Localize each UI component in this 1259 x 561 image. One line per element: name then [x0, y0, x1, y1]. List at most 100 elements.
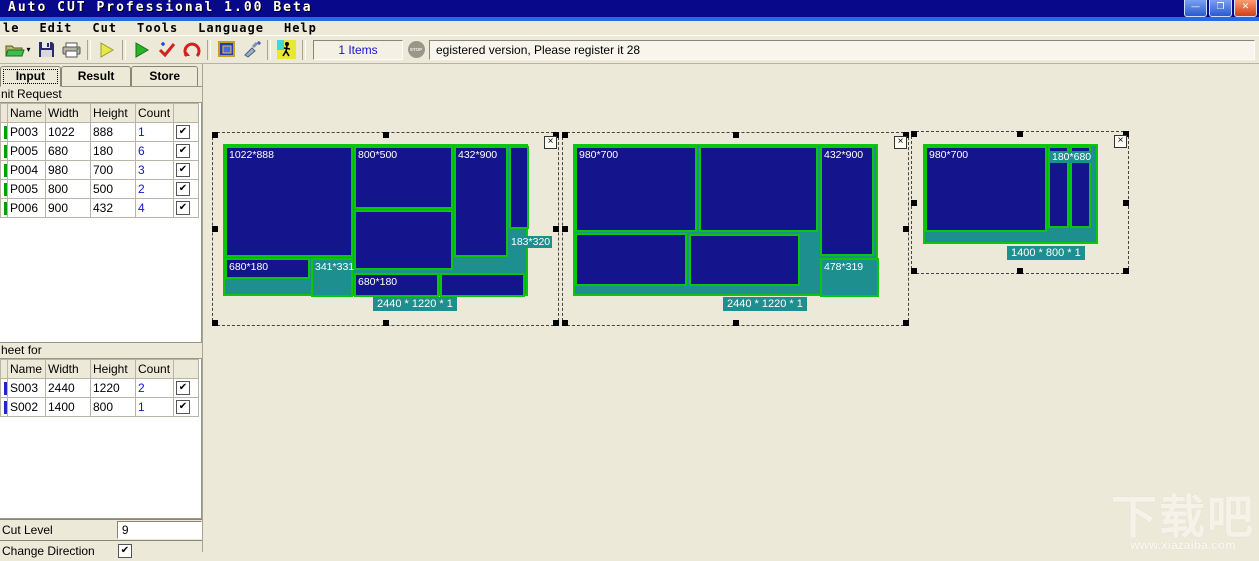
print-icon — [62, 42, 81, 58]
cut-level-input[interactable]: 9 — [117, 521, 202, 539]
canvas-area[interactable]: 下载吧 www.xiazaiba.com × 1022*888 800*500 432… — [203, 64, 1259, 552]
selection-handle[interactable] — [383, 320, 389, 326]
row-color-cell — [1, 379, 8, 398]
sheet-for-table: Name Width Height Count S003 2440 1220 2 ✔ S0… — [0, 358, 202, 519]
row-checkbox[interactable]: ✔ — [176, 201, 190, 215]
selection-handle[interactable] — [1123, 200, 1129, 206]
close-icon[interactable]: × — [544, 136, 557, 149]
cell-name: P005 — [8, 142, 46, 161]
selection-handle[interactable] — [562, 226, 568, 232]
open-button[interactable]: ▾ — [2, 38, 34, 62]
toolbar-separator — [207, 40, 211, 60]
piece-size-label: 680*180 — [229, 261, 268, 273]
cut-piece — [354, 210, 453, 270]
piece-size-label: 980*700 — [929, 149, 968, 161]
menu-file[interactable]: le — [0, 21, 29, 35]
table-row[interactable]: P003 1022 888 1 ✔ — [1, 123, 199, 142]
table-row[interactable]: P004 980 700 3 ✔ — [1, 161, 199, 180]
cell-width: 1022 — [46, 123, 91, 142]
tab-store[interactable]: Store — [131, 66, 198, 86]
piece-size-label: 432*900 — [458, 149, 497, 161]
stop-button[interactable]: STOP — [405, 38, 427, 62]
tab-input[interactable]: Input — [0, 66, 61, 87]
selection-handle[interactable] — [212, 132, 218, 138]
sheet-layout[interactable]: 980*700 432*900 478*319 — [573, 144, 878, 296]
selection-handle[interactable] — [553, 320, 559, 326]
row-checkbox[interactable]: ✔ — [176, 144, 190, 158]
selection-handle[interactable] — [911, 268, 917, 274]
preview-button[interactable] — [214, 38, 239, 62]
tab-result[interactable]: Result — [61, 66, 132, 86]
cut-piece: 680*180 — [354, 273, 439, 297]
sheet-layout[interactable]: 980*700 180*680 — [923, 144, 1098, 244]
apply-check-icon — [158, 42, 176, 58]
close-icon[interactable]: × — [1114, 135, 1127, 148]
sheet-layout[interactable]: 1022*888 800*500 432*900 680*180 341*331 680*… — [223, 144, 528, 296]
print-button[interactable] — [59, 38, 84, 62]
cell-height: 888 — [91, 123, 136, 142]
menu-language[interactable]: Language — [188, 21, 274, 35]
name-column-header: Name — [8, 104, 46, 123]
clean-button[interactable] — [239, 38, 264, 62]
sheet-selection[interactable]: × 980*700 432*900 478*319 2440 * 1220 * 1 — [562, 132, 909, 326]
selection-handle[interactable] — [903, 320, 909, 326]
start-button[interactable] — [129, 38, 154, 62]
cut-piece: 800*500 — [354, 146, 453, 209]
save-button[interactable] — [34, 38, 59, 62]
row-checkbox[interactable]: ✔ — [176, 182, 190, 196]
app-window: Auto CUT Professional 1.00 Beta — ❐ ✕ le… — [0, 0, 1259, 551]
table-row[interactable]: P005 680 180 6 ✔ — [1, 142, 199, 161]
menu-help[interactable]: Help — [274, 21, 327, 35]
apply-button[interactable] — [154, 38, 179, 62]
selection-handle[interactable] — [1017, 131, 1023, 137]
selection-handle[interactable] — [562, 132, 568, 138]
sheet-caption: 2440 * 1220 * 1 — [373, 297, 457, 311]
table-row[interactable]: P006 900 432 4 ✔ — [1, 199, 199, 218]
menu-tools[interactable]: Tools — [127, 21, 188, 35]
selection-handle[interactable] — [733, 320, 739, 326]
change-direction-checkbox[interactable]: ✔ — [118, 544, 132, 558]
restore-button[interactable]: ❐ — [1209, 0, 1232, 17]
close-button[interactable]: ✕ — [1234, 0, 1257, 17]
menu-edit[interactable]: Edit — [29, 21, 82, 35]
sheet-caption: 2440 * 1220 * 1 — [723, 297, 807, 311]
table-row[interactable]: S002 1400 800 1 ✔ — [1, 398, 199, 417]
sheet-selection[interactable]: × 1022*888 800*500 432*900 680*180 341*331 680… — [212, 132, 559, 326]
selection-handle[interactable] — [212, 320, 218, 326]
run-person-icon — [277, 40, 296, 59]
minimize-button[interactable]: — — [1184, 0, 1207, 17]
cut-piece — [699, 146, 818, 232]
bar-column-header — [1, 360, 8, 379]
table-row[interactable]: P005 800 500 2 ✔ — [1, 180, 199, 199]
waste-area: 341*331 — [311, 258, 353, 297]
stop-icon: STOP — [408, 41, 425, 58]
table-row[interactable]: S003 2440 1220 2 ✔ — [1, 379, 199, 398]
selection-handle[interactable] — [212, 226, 218, 232]
row-checkbox[interactable]: ✔ — [176, 163, 190, 177]
sheet-selection[interactable]: × 980*700 180*680 1400 * 800 * 1 — [911, 131, 1129, 274]
row-checkbox[interactable]: ✔ — [176, 400, 190, 414]
cut-piece: 432*900 — [454, 146, 508, 257]
reset-button[interactable] — [179, 38, 204, 62]
selection-handle[interactable] — [911, 200, 917, 206]
run-button[interactable] — [274, 38, 299, 62]
row-checkbox[interactable]: ✔ — [176, 381, 190, 395]
selection-handle[interactable] — [553, 226, 559, 232]
selection-handle[interactable] — [733, 132, 739, 138]
name-column-header: Name — [8, 360, 46, 379]
selection-handle[interactable] — [1123, 268, 1129, 274]
register-message: egistered version, Please register it 28 — [429, 40, 1255, 60]
menu-cut[interactable]: Cut — [82, 21, 127, 35]
pause-button[interactable] — [94, 38, 119, 62]
chevron-down-icon: ▾ — [26, 45, 30, 54]
row-checkbox[interactable]: ✔ — [176, 125, 190, 139]
selection-handle[interactable] — [1017, 268, 1023, 274]
close-icon[interactable]: × — [894, 136, 907, 149]
selection-handle[interactable] — [911, 131, 917, 137]
piece-size-label: 180*680 — [1050, 151, 1093, 163]
selection-handle[interactable] — [562, 320, 568, 326]
selection-handle[interactable] — [903, 226, 909, 232]
cut-piece — [575, 233, 687, 286]
selection-handle[interactable] — [383, 132, 389, 138]
cut-piece: 1022*888 — [225, 146, 353, 257]
